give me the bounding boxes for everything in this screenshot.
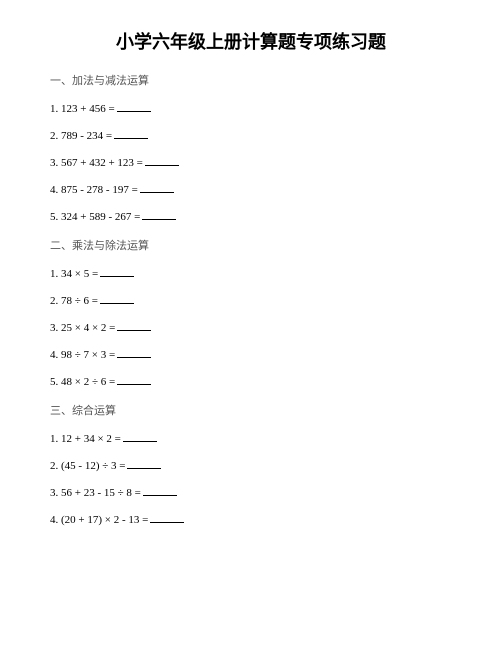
problem-item: 2. (45 - 12) ÷ 3 = (50, 459, 452, 472)
problem-text: 2. 789 - 234 = (50, 130, 112, 142)
answer-blank (123, 432, 157, 442)
problem-item: 1. 123 + 456 = (50, 102, 452, 115)
problem-text: 4. 875 - 278 - 197 = (50, 184, 138, 196)
problem-item: 2. 789 - 234 = (50, 129, 452, 142)
answer-blank (127, 459, 161, 469)
answer-blank (117, 321, 151, 331)
problem-item: 5. 48 × 2 ÷ 6 = (50, 375, 452, 388)
section-header: 二、乘法与除法运算 (50, 237, 452, 253)
problem-text: 3. 25 × 4 × 2 = (50, 322, 115, 334)
problem-text: 1. 34 × 5 = (50, 268, 98, 280)
answer-blank (114, 129, 148, 139)
problem-item: 2. 78 ÷ 6 = (50, 294, 452, 307)
problem-text: 1. 123 + 456 = (50, 103, 115, 115)
problem-text: 2. 78 ÷ 6 = (50, 295, 98, 307)
section-1: 一、加法与减法运算 1. 123 + 456 = 2. 789 - 234 = … (50, 72, 452, 223)
problem-text: 5. 48 × 2 ÷ 6 = (50, 376, 115, 388)
problem-text: 4. (20 + 17) × 2 - 13 = (50, 514, 148, 526)
answer-blank (117, 348, 151, 358)
answer-blank (145, 156, 179, 166)
problem-text: 3. 567 + 432 + 123 = (50, 157, 143, 169)
page-title: 小学六年级上册计算题专项练习题 (50, 28, 452, 54)
problem-item: 3. 56 + 23 - 15 ÷ 8 = (50, 486, 452, 499)
section-3: 三、综合运算 1. 12 + 34 × 2 = 2. (45 - 12) ÷ 3… (50, 402, 452, 526)
answer-blank (140, 183, 174, 193)
problem-text: 4. 98 ÷ 7 × 3 = (50, 349, 115, 361)
problem-item: 4. (20 + 17) × 2 - 13 = (50, 513, 452, 526)
answer-blank (117, 375, 151, 385)
answer-blank (150, 513, 184, 523)
section-header: 一、加法与减法运算 (50, 72, 452, 88)
problem-text: 1. 12 + 34 × 2 = (50, 433, 121, 445)
section-2: 二、乘法与除法运算 1. 34 × 5 = 2. 78 ÷ 6 = 3. 25 … (50, 237, 452, 388)
answer-blank (142, 210, 176, 220)
problem-text: 2. (45 - 12) ÷ 3 = (50, 460, 125, 472)
answer-blank (117, 102, 151, 112)
section-header: 三、综合运算 (50, 402, 452, 418)
answer-blank (100, 267, 134, 277)
problem-text: 5. 324 + 589 - 267 = (50, 211, 140, 223)
answer-blank (143, 486, 177, 496)
problem-item: 1. 34 × 5 = (50, 267, 452, 280)
problem-item: 5. 324 + 589 - 267 = (50, 210, 452, 223)
answer-blank (100, 294, 134, 304)
problem-item: 4. 875 - 278 - 197 = (50, 183, 452, 196)
problem-item: 3. 567 + 432 + 123 = (50, 156, 452, 169)
problem-item: 1. 12 + 34 × 2 = (50, 432, 452, 445)
problem-item: 3. 25 × 4 × 2 = (50, 321, 452, 334)
problem-text: 3. 56 + 23 - 15 ÷ 8 = (50, 487, 141, 499)
problem-item: 4. 98 ÷ 7 × 3 = (50, 348, 452, 361)
